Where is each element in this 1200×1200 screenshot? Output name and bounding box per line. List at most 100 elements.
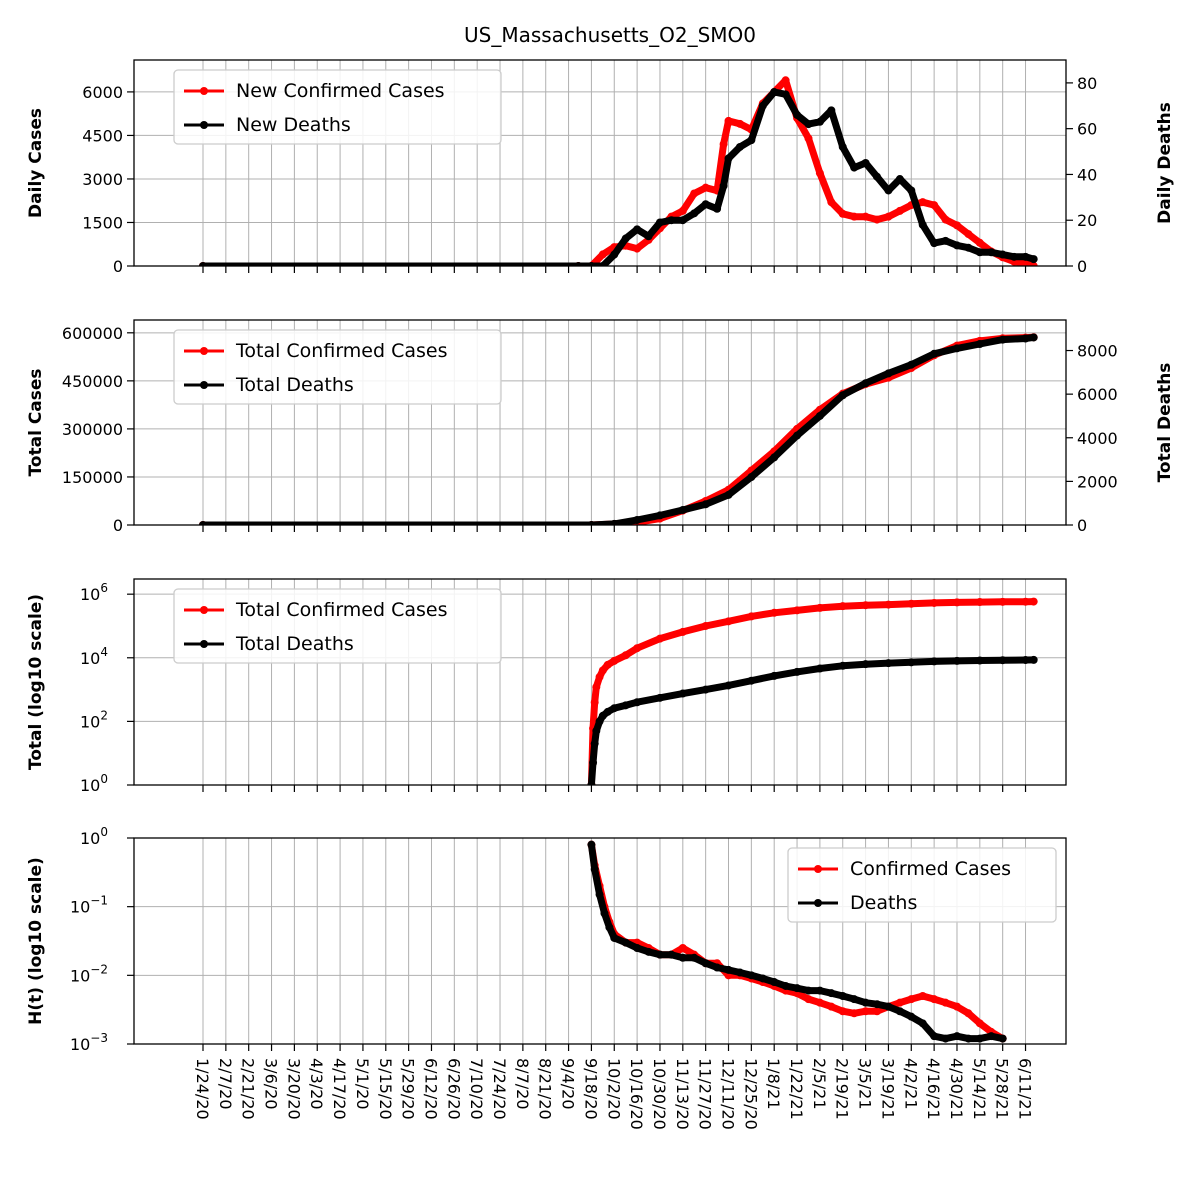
data-point (592, 683, 601, 692)
x-tick-label: 2/5/21 (810, 1058, 829, 1110)
data-point (610, 656, 619, 665)
data-point (964, 230, 973, 239)
data-point (644, 947, 653, 956)
legend-marker (814, 899, 822, 907)
y-tick-label: 150000 (62, 468, 123, 487)
data-point (861, 159, 870, 167)
data-point (793, 984, 802, 993)
y-axis-label: Total (log10 scale) (26, 594, 46, 770)
y-tick-label: 3000 (82, 170, 123, 189)
legend-box (173, 69, 502, 145)
plot-frame (133, 837, 1067, 1045)
data-point (600, 909, 609, 918)
legend-marker (200, 640, 208, 648)
data-point (998, 656, 1007, 665)
data-point (907, 360, 916, 369)
data-point (884, 369, 893, 378)
data-point (724, 490, 733, 499)
x-tick-label: 1/22/21 (787, 1058, 806, 1120)
y-tick-label: 104 (80, 645, 108, 668)
data-point (621, 651, 630, 660)
data-point (724, 154, 733, 163)
y-axis-label: Total Cases (26, 368, 46, 476)
data-point (861, 379, 870, 388)
x-tick-label: 5/29/20 (399, 1058, 418, 1120)
data-point (975, 339, 984, 348)
data-point (633, 244, 642, 253)
data-point (610, 250, 619, 259)
series-line-confirmed (587, 598, 1038, 785)
data-point (1021, 252, 1030, 261)
x-tick-label: 9/18/20 (581, 1058, 600, 1120)
data-point (610, 933, 619, 942)
data-point (1029, 262, 1038, 266)
y-right-axis-label: Daily Deaths (1155, 102, 1175, 224)
y-tick-label: 102 (80, 708, 108, 731)
data-point (952, 344, 961, 353)
x-tick-label: 4/17/20 (330, 1058, 349, 1120)
legend-box (173, 588, 502, 664)
y-tick-label: 300000 (62, 420, 123, 439)
data-point (861, 212, 870, 221)
data-point (895, 1007, 904, 1016)
data-point (701, 200, 710, 209)
data-point (701, 959, 710, 968)
data-point (930, 598, 939, 607)
panels: 0 1500 3000 4500 6000 0 20 40 60 80 Daily Deaths Da… (26, 59, 1175, 1054)
data-point (1029, 655, 1038, 664)
y-right-tick-label: 40 (1077, 165, 1097, 184)
data-point (667, 950, 676, 959)
data-point (724, 681, 733, 690)
data-point (815, 411, 824, 420)
plot-frame (133, 319, 1067, 526)
data-point (690, 209, 699, 218)
data-point (975, 1034, 984, 1043)
data-point (975, 598, 984, 607)
data-point (884, 212, 893, 221)
data-point (589, 758, 598, 767)
data-point (713, 204, 722, 213)
y-axis-label: Daily Cases (26, 108, 46, 218)
x-tick-label: 4/16/21 (924, 1058, 943, 1120)
data-point (804, 120, 813, 129)
series-group (199, 76, 1038, 266)
x-tick-label: 9/4/20 (559, 1058, 578, 1110)
y-right-tick-label: 60 (1077, 120, 1097, 139)
panel-log-total: 100 102 104 106 Total (log10 scale) Total Con… (26, 578, 1067, 795)
data-point (815, 603, 824, 612)
y-right-tick-label: 6000 (1077, 385, 1118, 404)
x-tick-label: 4/2/21 (901, 1058, 920, 1110)
data-point (952, 241, 961, 250)
y-axis-label: H(t) (log10 scale) (26, 857, 46, 1025)
data-point (907, 186, 916, 195)
series-group (587, 597, 1038, 785)
y-tick-label: 0 (113, 516, 123, 535)
x-tick-label: 1/24/20 (193, 1058, 212, 1120)
legend-marker (200, 381, 208, 389)
data-point (884, 659, 893, 668)
data-point (930, 201, 939, 210)
data-point (815, 664, 824, 673)
x-tick-label: 7/10/20 (467, 1058, 486, 1120)
legend-label: New Deaths (236, 114, 351, 136)
x-tick-label: 7/24/20 (490, 1058, 509, 1120)
data-point (987, 248, 996, 257)
data-point (590, 865, 599, 874)
data-point (770, 671, 779, 680)
data-point (975, 248, 984, 257)
plot-frame (133, 578, 1067, 786)
plot-frame (133, 59, 1067, 267)
data-point (850, 163, 859, 172)
data-point (861, 660, 870, 669)
y-tick-label: 10−2 (70, 962, 108, 985)
x-tick-label: 10/30/20 (650, 1058, 669, 1130)
x-tick-label: 6/11/21 (1016, 1058, 1035, 1120)
data-point (678, 689, 687, 698)
data-point (735, 119, 744, 128)
data-point (770, 608, 779, 617)
y-right-tick-label: 0 (1077, 257, 1087, 276)
data-point (701, 685, 710, 694)
data-point (633, 225, 642, 234)
x-tick-label: 1/8/21 (764, 1058, 783, 1110)
data-point (907, 1012, 916, 1021)
